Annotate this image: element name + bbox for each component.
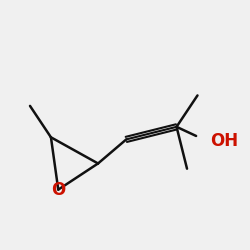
Text: OH: OH xyxy=(210,132,239,150)
Text: O: O xyxy=(51,181,66,199)
